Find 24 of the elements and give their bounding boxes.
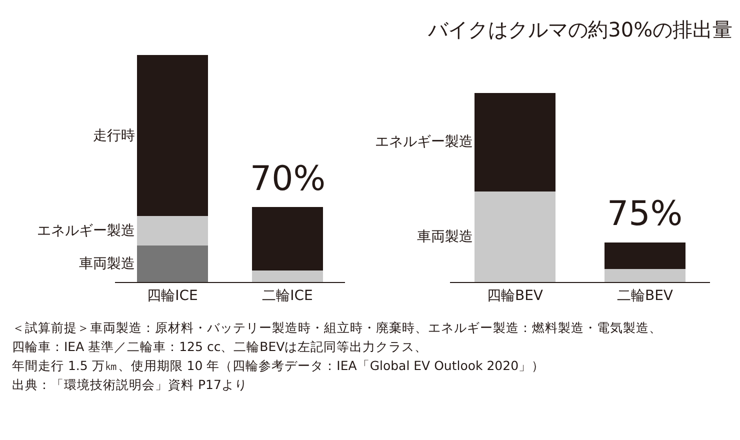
series-label: 走行時 [93,128,135,144]
bar [136,216,208,246]
text: 四輪車：IEA 基準／二輪車：125 cc、二輪BEVは左記同等出力クラス、 [12,338,429,356]
bar [604,268,686,282]
text: ＜試算前提＞車両製造：原材料・バッテリー製造時・組立時・廃棄時、エネルギー製造：燃料製造・電気製造、 [12,319,663,337]
x-tick-label: 二輪ICE [262,288,313,304]
x-tick-label: 四輪BEV [486,288,544,304]
annotation: 70% [250,159,326,199]
series-label: エネルギー製造 [37,223,135,239]
annotation: 75% [607,194,683,234]
bar [604,242,686,269]
bar [474,93,556,192]
bar [136,246,208,282]
bar [474,191,556,282]
series-label: 車両製造 [79,256,135,272]
series-label: 車両製造 [417,229,473,245]
series-label: エネルギー製造 [375,134,473,150]
x-tick-label: 四輪ICE [147,288,198,304]
chart-title: バイクはクルマの約30%の排出量 [427,17,733,42]
source-note: 出典：「環境技術説明会」資料 P17より [12,376,248,394]
x-tick-label: 二輪BEV [616,288,674,304]
text: 年間走行 1.5 万㎞、使用期限 10 年（四輪参考データ：IEA「Global EV Outlook 2020」） [12,357,546,375]
bar [252,207,324,271]
bar [136,55,208,216]
